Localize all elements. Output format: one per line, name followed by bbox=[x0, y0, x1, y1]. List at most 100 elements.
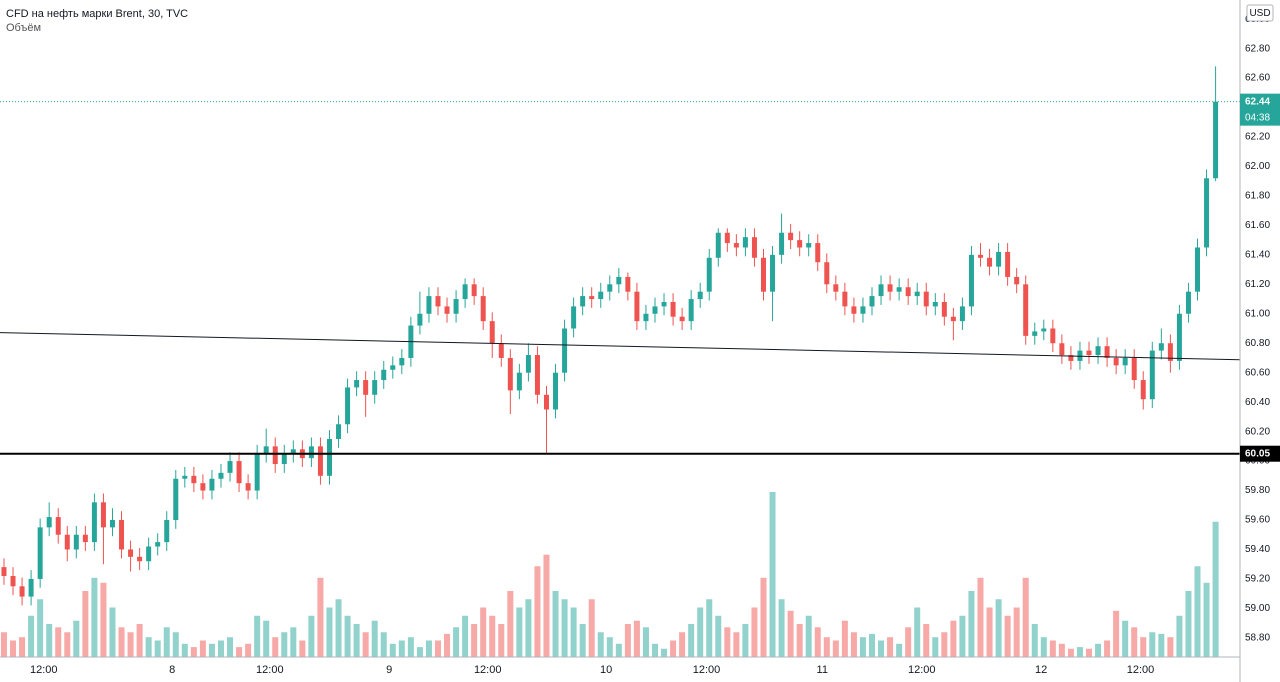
candle-body bbox=[1122, 357, 1128, 366]
candle-body bbox=[73, 534, 79, 550]
candle-body bbox=[345, 387, 351, 425]
volume-bar bbox=[579, 624, 586, 657]
candle-body bbox=[706, 257, 712, 292]
overlays bbox=[0, 101, 1241, 455]
candle-body bbox=[1195, 247, 1201, 292]
volume-bar bbox=[471, 624, 478, 657]
currency-box[interactable] bbox=[1246, 4, 1274, 22]
volume-pane bbox=[0, 492, 1219, 657]
volume-bar bbox=[425, 640, 432, 657]
x-tick-label: 11 bbox=[817, 664, 828, 676]
volume-bar bbox=[398, 640, 405, 657]
volume-bar bbox=[642, 627, 649, 657]
volume-bar bbox=[317, 577, 324, 657]
volume-bar bbox=[597, 632, 604, 657]
candle-body bbox=[308, 446, 314, 459]
volume-bar bbox=[1095, 643, 1102, 657]
candle-body bbox=[724, 232, 730, 244]
candle-body bbox=[100, 502, 106, 528]
volume-bar bbox=[217, 640, 224, 657]
candle-body bbox=[480, 296, 486, 322]
volume-bar bbox=[380, 632, 387, 657]
candle-body bbox=[797, 240, 803, 248]
candle-body bbox=[417, 313, 423, 326]
x-tick-label: 12 bbox=[1035, 664, 1047, 676]
candle-body bbox=[426, 296, 432, 314]
volume-bar bbox=[633, 620, 640, 657]
candle-body bbox=[959, 306, 965, 322]
currency[interactable]: USD bbox=[1249, 8, 1270, 19]
volume-bar bbox=[896, 643, 903, 657]
volume-bar bbox=[760, 577, 767, 657]
y-tick-label: 60.20 bbox=[1245, 426, 1270, 437]
last-price-box bbox=[1240, 93, 1280, 126]
volume-bar bbox=[661, 648, 668, 657]
candle-body bbox=[471, 284, 477, 297]
volume-bar bbox=[706, 599, 713, 657]
candle-body bbox=[598, 291, 604, 300]
candle-body bbox=[1050, 328, 1056, 344]
candle-body bbox=[679, 316, 685, 322]
candle-body bbox=[1185, 291, 1191, 314]
volume-bar bbox=[941, 632, 948, 657]
candle-body bbox=[634, 291, 640, 322]
volume-bar bbox=[1158, 633, 1165, 657]
volume-bar bbox=[1058, 643, 1065, 657]
candle-body bbox=[580, 296, 586, 307]
volume-bar bbox=[950, 620, 957, 657]
candle-body bbox=[227, 461, 233, 473]
candle-body bbox=[462, 284, 468, 300]
volume-bar bbox=[389, 643, 396, 657]
y-tick-label: 59.20 bbox=[1245, 574, 1270, 585]
volume-bar bbox=[434, 640, 441, 657]
volume-bar bbox=[227, 637, 234, 657]
volume-bar bbox=[1122, 620, 1129, 657]
candle-body bbox=[878, 284, 884, 297]
y-tick-label: 61.80 bbox=[1245, 191, 1270, 202]
volume-bar bbox=[1194, 566, 1201, 657]
volume-bar bbox=[624, 624, 631, 657]
volume-bar bbox=[823, 637, 830, 657]
candle-body bbox=[191, 475, 197, 484]
candle-body bbox=[109, 520, 115, 528]
candle-body bbox=[82, 534, 88, 543]
volume-bar bbox=[109, 607, 116, 657]
candle-body bbox=[1176, 313, 1182, 361]
volume-bar bbox=[1076, 647, 1083, 657]
candle-body bbox=[28, 578, 34, 597]
candle-body bbox=[869, 296, 875, 307]
volume-bar bbox=[453, 627, 460, 657]
volume-bar bbox=[968, 591, 975, 657]
candle-body bbox=[625, 276, 631, 292]
candle-body bbox=[19, 586, 25, 597]
volume-bar bbox=[742, 624, 749, 657]
volume-bar bbox=[923, 624, 930, 657]
volume-bar bbox=[507, 591, 514, 657]
volume-bar bbox=[154, 640, 161, 657]
volume-bar bbox=[462, 615, 469, 657]
volume-bar bbox=[1185, 591, 1192, 657]
volume-bar bbox=[19, 637, 26, 657]
candle-body bbox=[444, 306, 450, 314]
candle-body bbox=[363, 380, 369, 395]
volume-bar bbox=[615, 643, 622, 657]
candle-body bbox=[317, 446, 323, 476]
volume-bar bbox=[254, 615, 261, 657]
volume-bar bbox=[272, 637, 279, 657]
candle-body bbox=[914, 291, 920, 297]
candle-body bbox=[453, 299, 459, 314]
volume-bar bbox=[697, 607, 704, 657]
candle-body bbox=[751, 237, 757, 258]
y-tick-label: 59.80 bbox=[1245, 485, 1270, 496]
volume-bar bbox=[1086, 648, 1093, 657]
volume-bar bbox=[145, 637, 152, 657]
volume-bar bbox=[832, 640, 839, 657]
y-tick-label: 62.80 bbox=[1245, 43, 1270, 54]
candle-body bbox=[1158, 343, 1164, 351]
y-tick-label: 61.40 bbox=[1245, 249, 1270, 260]
candle-body bbox=[336, 424, 342, 439]
volume-bar bbox=[64, 632, 71, 657]
volume-bar bbox=[444, 633, 451, 657]
volume-bar bbox=[841, 620, 848, 657]
x-tick-label: 12:00 bbox=[474, 664, 502, 676]
